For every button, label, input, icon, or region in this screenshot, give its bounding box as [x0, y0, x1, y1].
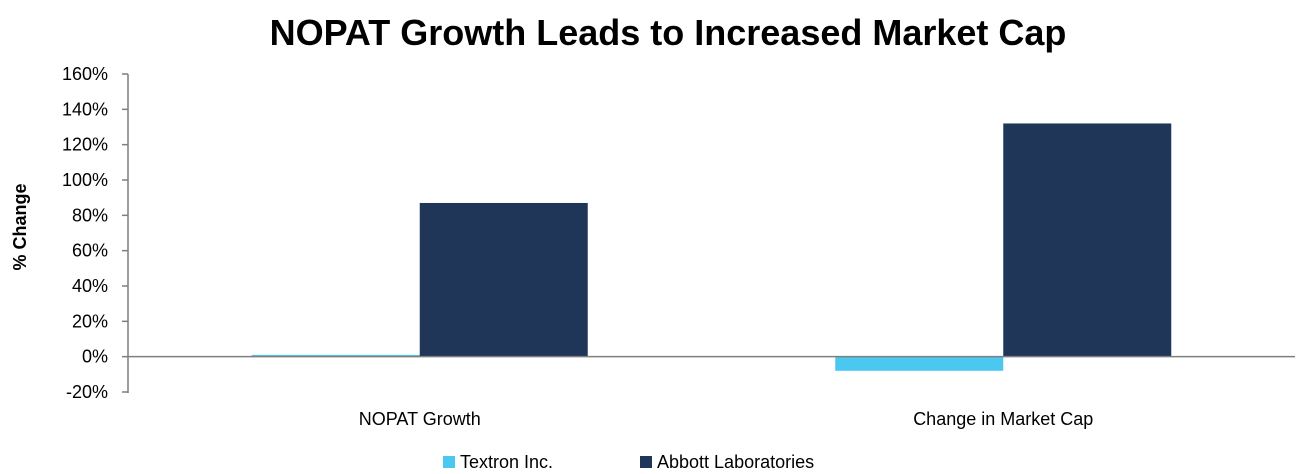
x-category-label: Change in Market Cap [913, 409, 1093, 429]
legend-swatch [640, 456, 652, 468]
y-tick-label: -20% [66, 382, 108, 402]
y-tick-label: 140% [62, 99, 108, 119]
x-category-label: NOPAT Growth [359, 409, 481, 429]
y-tick-label: 60% [72, 241, 108, 261]
y-tick-label: 120% [62, 135, 108, 155]
legend-label: Textron Inc. [460, 452, 553, 472]
bar-series [251, 123, 1172, 371]
legend-swatch [443, 456, 455, 468]
y-tick-label: 100% [62, 170, 108, 190]
x-axis: NOPAT Growth Change in Market Cap [359, 409, 1094, 429]
chart-title: NOPAT Growth Leads to Increased Market C… [270, 12, 1067, 53]
bar [251, 354, 420, 357]
y-tick-label: 40% [72, 276, 108, 296]
bar [1003, 123, 1172, 357]
legend-label: Abbott Laboratories [657, 452, 814, 472]
y-tick-label: 160% [62, 64, 108, 84]
y-tick-label: 20% [72, 311, 108, 331]
legend: Textron Inc. Abbott Laboratories [443, 452, 814, 472]
y-tick-label: 0% [82, 347, 108, 367]
y-tick-label: 80% [72, 205, 108, 225]
y-axis-title: % Change [10, 183, 30, 270]
bar [835, 356, 1004, 371]
bar [419, 202, 588, 357]
y-axis: -20% 0% 20% 40% 60% 80% 100% 120% 140% 160% [62, 64, 128, 402]
